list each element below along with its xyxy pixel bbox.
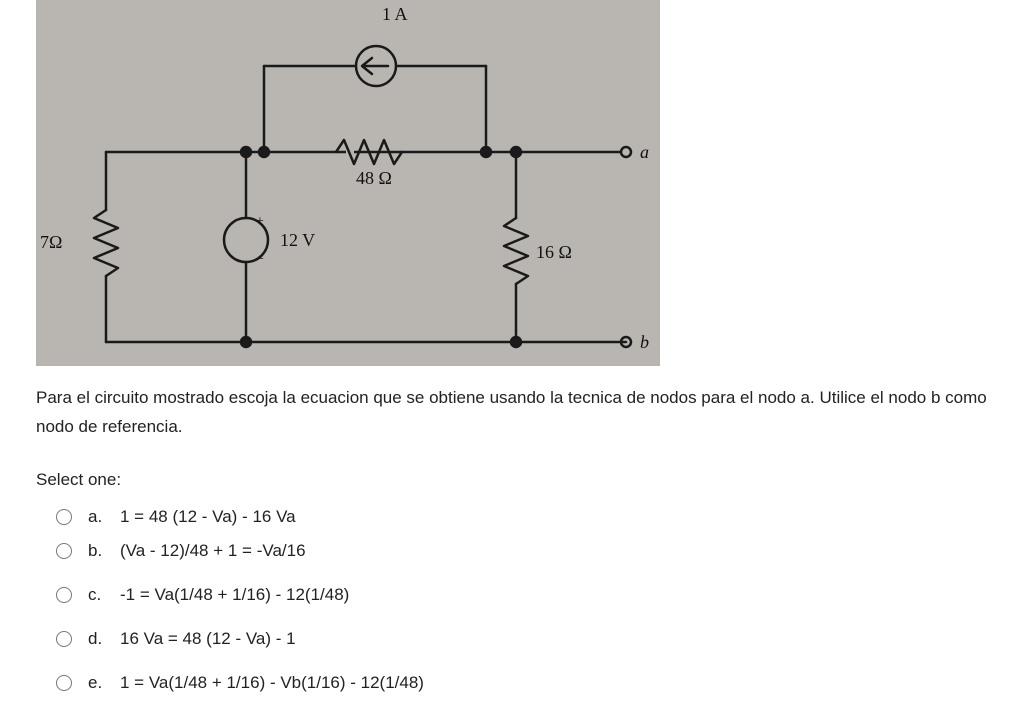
option-letter: a. xyxy=(88,507,106,527)
radio-d[interactable] xyxy=(56,631,72,647)
option-letter: e. xyxy=(88,673,106,693)
option-text: -1 = Va(1/48 + 1/16) - 12(1/48) xyxy=(120,585,988,605)
circuit-svg xyxy=(36,0,660,366)
radio-b[interactable] xyxy=(56,543,72,559)
option-c[interactable]: c. -1 = Va(1/48 + 1/16) - 12(1/48) xyxy=(56,578,988,612)
radio-a[interactable] xyxy=(56,509,72,525)
option-letter: b. xyxy=(88,541,106,561)
label-plus: + xyxy=(256,214,264,230)
option-text: 16 Va = 48 (12 - Va) - 1 xyxy=(120,629,988,649)
select-one-label: Select one: xyxy=(36,470,988,490)
option-b[interactable]: b. (Va - 12)/48 + 1 = -Va/16 xyxy=(56,534,988,568)
option-e[interactable]: e. 1 = Va(1/48 + 1/16) - Vb(1/16) - 12(1… xyxy=(56,666,988,700)
label-node-a: a xyxy=(640,142,649,163)
options-group: a. 1 = 48 (12 - Va) - 16 Va b. (Va - 12)… xyxy=(36,500,988,700)
label-current: 1 A xyxy=(382,4,408,25)
question-text: Para el circuito mostrado escoja la ecua… xyxy=(36,384,988,442)
option-text: (Va - 12)/48 + 1 = -Va/16 xyxy=(120,541,988,561)
option-a[interactable]: a. 1 = 48 (12 - Va) - 16 Va xyxy=(56,500,988,534)
option-text: 1 = Va(1/48 + 1/16) - Vb(1/16) - 12(1/48… xyxy=(120,673,988,693)
option-d[interactable]: d. 16 Va = 48 (12 - Va) - 1 xyxy=(56,622,988,656)
radio-e[interactable] xyxy=(56,675,72,691)
label-minus: − xyxy=(256,252,264,268)
option-text: 1 = 48 (12 - Va) - 16 Va xyxy=(120,507,988,527)
option-letter: c. xyxy=(88,585,106,605)
label-vsrc: 12 V xyxy=(280,230,315,251)
label-r16: 16 Ω xyxy=(536,242,572,263)
label-r48: 48 Ω xyxy=(356,168,392,189)
radio-c[interactable] xyxy=(56,587,72,603)
label-node-b: b xyxy=(640,332,649,353)
option-letter: d. xyxy=(88,629,106,649)
label-r7: 7Ω xyxy=(40,232,62,253)
circuit-diagram: 1 A 48 Ω 7Ω 12 V 16 Ω a b + − xyxy=(36,0,660,366)
